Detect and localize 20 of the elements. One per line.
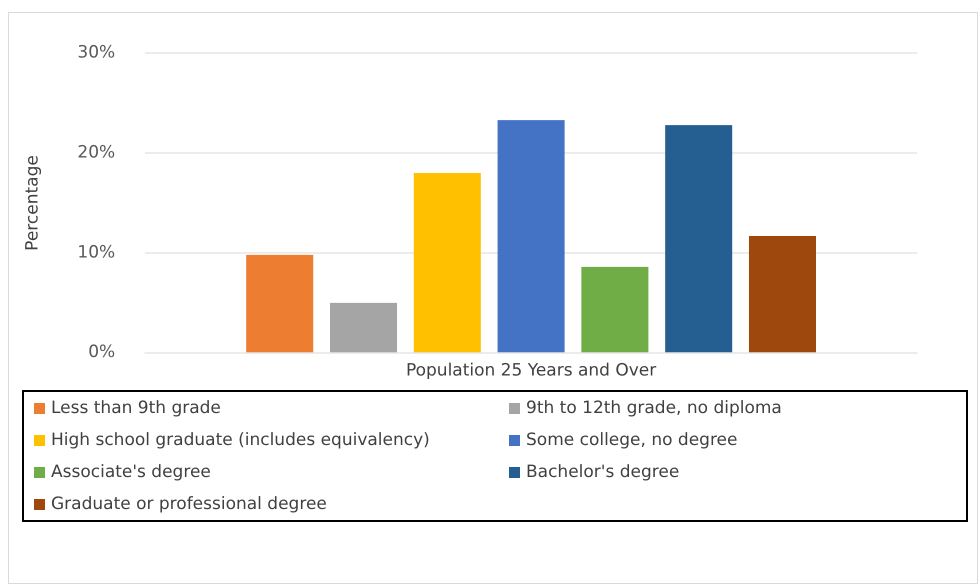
bar — [665, 125, 732, 352]
legend-label: 9th to 12th grade, no diploma — [525, 398, 783, 418]
bar — [498, 120, 565, 352]
y-tick-label: 20% — [77, 142, 116, 162]
legend-label: Graduate or professional degree — [50, 494, 328, 514]
y-tick-label: 30% — [77, 42, 116, 63]
bar — [414, 173, 481, 352]
legend-label: Some college, no degree — [525, 430, 738, 450]
bar — [246, 254, 314, 352]
y-tick-label: 10% — [77, 242, 116, 262]
legend-label: High school graduate (includes equivalency) — [50, 430, 431, 450]
legend-label: Less than 9th grade — [50, 398, 222, 418]
y-tick-label: 0% — [88, 342, 116, 362]
bar — [581, 266, 648, 352]
bar — [748, 236, 816, 352]
y-axis-title: Percentage — [22, 155, 43, 251]
legend-label: Bachelor's degree — [525, 462, 680, 482]
bar — [330, 302, 398, 352]
legend-label: Associate's degree — [50, 462, 212, 482]
x-tick-label: Population 25 Years and Over — [406, 360, 656, 380]
